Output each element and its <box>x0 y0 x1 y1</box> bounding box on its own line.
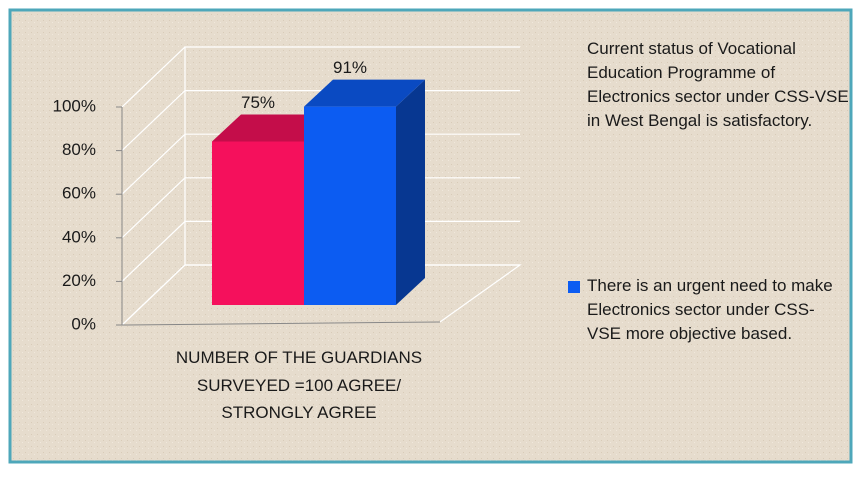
y-tick-label: 40% <box>62 227 96 246</box>
legend-label: Current status of Vocational Education P… <box>587 39 849 130</box>
category-label: NUMBER OF THE GUARDIANS SURVEYED =100 AG… <box>175 348 423 422</box>
chart-frame <box>8 8 853 464</box>
y-tick-label: 80% <box>62 140 96 159</box>
y-tick-label: 100% <box>53 96 96 115</box>
legend-marker <box>568 281 580 293</box>
bar-face <box>396 79 425 306</box>
bar-face <box>304 106 396 306</box>
bar <box>304 79 425 306</box>
data-label: 75% <box>241 93 275 112</box>
legend-label: There is an urgent need to make Electron… <box>587 276 833 343</box>
x-axis <box>121 321 441 326</box>
legend-marker <box>568 44 580 56</box>
y-tick-label: 0% <box>71 314 96 333</box>
bar-face <box>304 79 425 107</box>
y-tick-label: 20% <box>62 271 96 290</box>
bar-face <box>212 141 304 305</box>
y-tick-label: 60% <box>62 184 96 203</box>
bar-face <box>212 114 333 142</box>
data-label: 91% <box>333 58 367 77</box>
